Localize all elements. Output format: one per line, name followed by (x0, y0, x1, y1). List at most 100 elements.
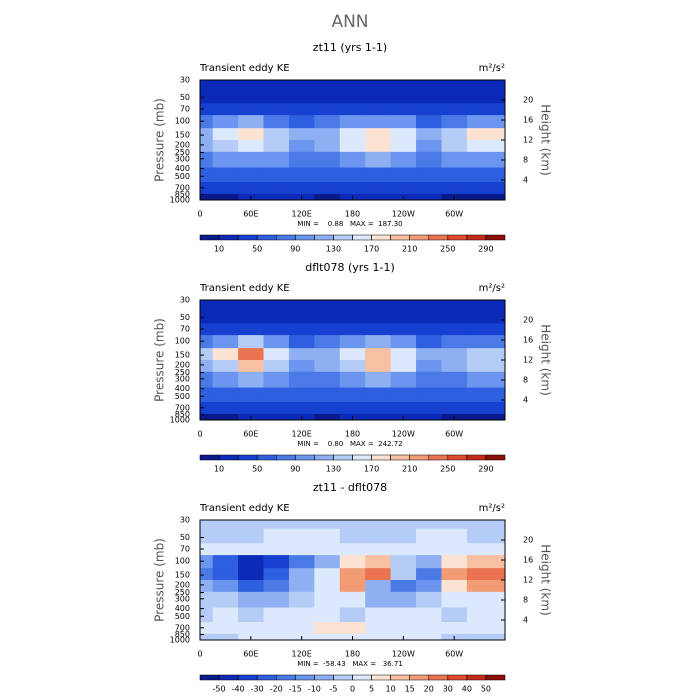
colorbar-swatch (485, 234, 506, 241)
contour-cell (238, 543, 265, 556)
contour-cell (212, 360, 239, 373)
contour-cell (212, 622, 239, 635)
colorbar-swatch (371, 454, 391, 461)
contour-cell (263, 568, 290, 581)
y2-tick-label: 4 (523, 176, 528, 185)
contour-cell (314, 103, 341, 116)
colorbar-swatch (352, 234, 372, 241)
contour-cell (416, 80, 442, 90)
contour-cell (416, 308, 442, 324)
contour-cell (390, 308, 417, 324)
panel-title: dflt078 (yrs 1-1) (305, 261, 395, 274)
contour-cell (212, 607, 239, 623)
contour-cell (466, 88, 506, 104)
contour-cell (238, 103, 265, 116)
y-tick-label: 500 (175, 172, 190, 181)
contour-cell (339, 308, 366, 324)
contour-cell (288, 568, 315, 581)
contour-cell (263, 520, 290, 530)
contour-cell (365, 128, 392, 141)
contour-cell (390, 348, 417, 361)
contour-cell (212, 80, 239, 90)
colorbar-swatch (352, 674, 372, 681)
contour-cell (365, 387, 392, 403)
contour-cell (416, 580, 442, 593)
contour-cell (441, 371, 468, 389)
colorbar-swatch (390, 234, 410, 241)
contour-cell (288, 555, 315, 569)
contour-cell (238, 568, 265, 581)
colorbar-label: -5 (329, 685, 337, 694)
contour-cell (365, 520, 392, 530)
contour-cell (416, 323, 442, 336)
contour-cell (288, 371, 315, 389)
colorbar-swatch (199, 454, 220, 461)
colorbar-label: 250 (440, 245, 455, 254)
contour-cell (200, 140, 214, 153)
contour-cell (441, 80, 468, 90)
colorbar-swatch (466, 234, 487, 241)
colorbar-swatch (409, 234, 429, 241)
contour-cell (365, 607, 392, 623)
contour-cell (288, 591, 315, 609)
contour-cell (390, 568, 417, 581)
x-tick-label: 180 (345, 650, 360, 659)
colorbar-swatch (428, 454, 449, 461)
contour-cell (238, 360, 265, 373)
colorbar-swatch (218, 674, 239, 681)
contour-cell (416, 387, 442, 403)
contour-cell (416, 413, 442, 421)
y-tick-label: 100 (175, 557, 190, 566)
y2-tick-label: 4 (523, 616, 528, 625)
contour-cell (263, 300, 290, 310)
contour-cell (212, 580, 239, 593)
contour-cell (288, 360, 315, 373)
contour-cell (200, 128, 214, 141)
contour-cell (416, 182, 442, 195)
contour-cell (441, 528, 468, 544)
contour-cell (263, 591, 290, 609)
contour-cell (263, 402, 290, 415)
contour-cell (416, 300, 442, 310)
contour-cell (365, 580, 392, 593)
colorbar-swatch (237, 234, 258, 241)
contour-cell (238, 323, 265, 336)
contour-cell (314, 308, 341, 324)
colorbar-label: -15 (289, 685, 302, 694)
contour-cell (288, 528, 315, 544)
contour-cell (339, 402, 366, 415)
contour-cell (365, 167, 392, 183)
y2-axis-label: Height (km) (539, 324, 553, 395)
y-tick-label: 1000 (170, 636, 190, 645)
contour-cell (288, 607, 315, 623)
contour-cell (441, 622, 468, 635)
contour-cell (441, 360, 468, 373)
contour-cell (441, 543, 468, 556)
contour-cell (466, 555, 506, 569)
contour-cell (390, 103, 417, 116)
y-tick-label: 30 (180, 296, 190, 305)
contour-cell (390, 555, 417, 569)
contour-cell (200, 387, 214, 403)
contour-cell (441, 555, 468, 569)
contour-cell (416, 193, 442, 201)
contour-cell (212, 633, 239, 641)
contour-cell (238, 348, 265, 361)
y-tick-label: 200 (175, 140, 190, 149)
colorbar-swatch (428, 674, 449, 681)
colorbar-swatch (295, 674, 315, 681)
contour-cell (416, 568, 442, 581)
contour-cell (365, 115, 392, 129)
y-tick-label: 250 (175, 148, 190, 157)
contour-cell (390, 528, 417, 544)
contour-cell (339, 622, 366, 635)
contour-cell (365, 335, 392, 349)
contour-cell (416, 591, 442, 609)
contour-cell (365, 528, 392, 544)
contour-cell (416, 520, 442, 530)
contour-cell (466, 360, 506, 373)
colorbar-label: -20 (270, 685, 283, 694)
contour-cell (466, 520, 506, 530)
contour-cell (365, 151, 392, 169)
contour-cell (441, 140, 468, 153)
